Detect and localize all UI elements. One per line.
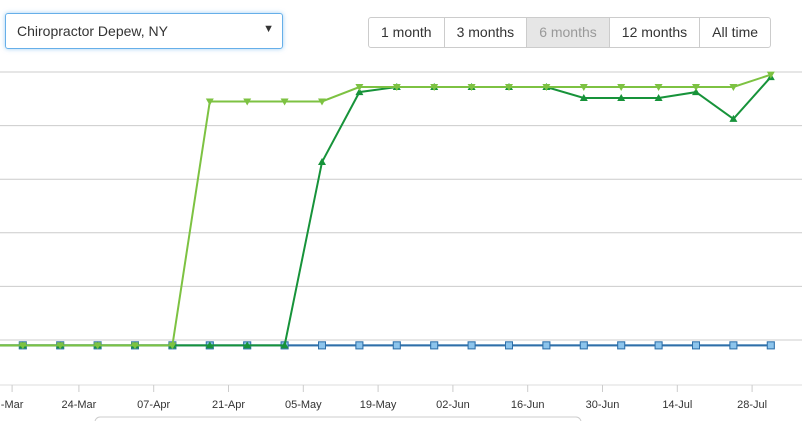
x-tick-label: 24-Mar: [61, 399, 96, 411]
point: [93, 342, 102, 350]
range-buttons: 1 month 3 months 6 months 12 months All time: [368, 17, 772, 48]
point: [430, 84, 439, 92]
point: [729, 84, 738, 92]
point: [505, 341, 513, 350]
point: [168, 342, 177, 350]
point: [467, 341, 476, 350]
point: [654, 93, 663, 101]
point: [579, 341, 588, 350]
point: [654, 84, 663, 92]
x-tick-label: 28-Jul: [737, 399, 767, 411]
point: [355, 88, 364, 96]
range-button[interactable]: 6 months: [526, 17, 610, 48]
series-line: [0, 76, 772, 347]
point: [766, 341, 775, 350]
location-dropdown[interactable]: Chiropractor Depew, NY ▼: [5, 13, 283, 49]
point: [355, 341, 364, 350]
point: [355, 84, 364, 92]
point: [318, 98, 326, 106]
point: [654, 341, 663, 350]
dropdown-arrow: ▼: [263, 23, 274, 35]
point: [131, 342, 139, 350]
range-button[interactable]: All time: [699, 17, 772, 48]
dropdown-label: Chiropractor Depew, NY: [17, 23, 168, 39]
point: [205, 98, 214, 106]
range-button[interactable]: 3 months: [443, 17, 528, 48]
point: [617, 84, 626, 92]
point: [280, 341, 289, 349]
point: [729, 341, 738, 350]
point: [56, 342, 65, 350]
series-line: [0, 73, 772, 347]
point: [579, 84, 588, 92]
point: [542, 84, 551, 92]
point: [243, 98, 252, 106]
x-tick-label: 16-Jun: [511, 399, 545, 411]
x-tick-label: 05-May: [285, 399, 322, 411]
x-tick-label: 19-May: [360, 399, 397, 411]
point: [729, 114, 738, 122]
point: [280, 98, 289, 106]
point: [617, 341, 626, 350]
x-tick-label: 07-Apr: [137, 399, 170, 411]
x-tick-label: 02-Jun: [436, 399, 470, 411]
point: [18, 342, 27, 350]
point: [692, 341, 700, 350]
point: [467, 84, 476, 92]
point: [392, 84, 401, 92]
range-button[interactable]: 1 month: [368, 17, 445, 48]
x-tick-label: 14-Jul: [662, 399, 692, 411]
x-tick-label: -Mar: [1, 399, 24, 411]
point: [205, 341, 214, 349]
point: [318, 158, 326, 166]
point: [392, 341, 401, 350]
range-button[interactable]: 12 months: [608, 17, 701, 48]
point: [542, 341, 551, 350]
point: [692, 84, 700, 92]
point: [579, 93, 588, 101]
point: [505, 84, 513, 92]
point: [766, 71, 775, 79]
x-tick-label: 21-Apr: [212, 399, 245, 411]
point: [318, 341, 326, 350]
point: [243, 341, 252, 349]
point: [430, 341, 439, 350]
x-tick-label: 30-Jun: [586, 399, 620, 411]
point: [692, 88, 700, 96]
navigator[interactable]: [94, 416, 582, 421]
point: [617, 93, 626, 101]
